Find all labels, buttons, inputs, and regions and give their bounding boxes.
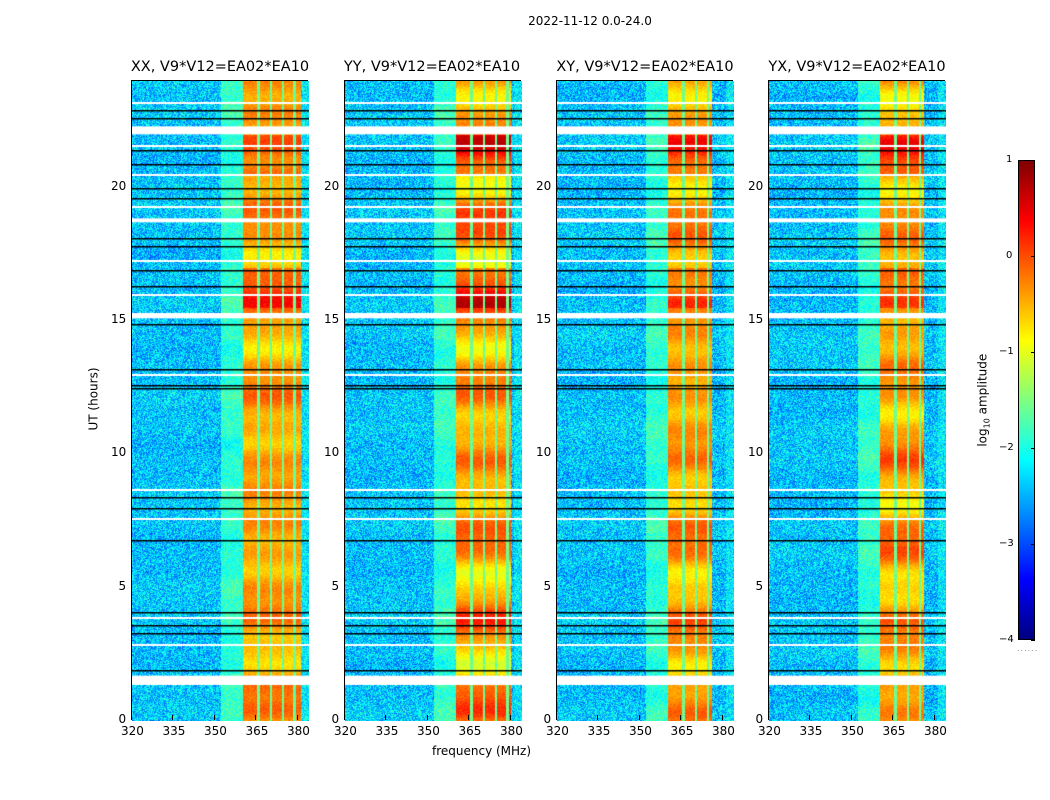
spectrogram-image-xx [132, 81, 309, 721]
panel-title-yy: YY, V9*V12=EA02*EA10 [343, 59, 521, 75]
x-tick-mark [597, 715, 599, 720]
x-tick-mark [768, 715, 769, 720]
x-tick-mark [344, 715, 345, 720]
x-tick-mark [468, 715, 470, 720]
y-tick-label-yx: 10 [748, 445, 764, 460]
colorbar-tick-label: −2 [999, 442, 1014, 453]
x-tick-label-xy: 335 [587, 724, 611, 738]
y-tick-label-xy: 0 [543, 712, 552, 726]
x-tick-label-yx: 320 [758, 724, 781, 738]
spectrogram-panel-xx [131, 80, 309, 721]
x-tick-mark [933, 715, 935, 720]
colorbar-tick-mark [1031, 256, 1035, 257]
colorbar-tick-label: −3 [999, 538, 1014, 549]
y-tick-label-xy: 20 [536, 178, 552, 193]
colorbar-tick-mark [1031, 640, 1035, 641]
x-tick-label-yy: 350 [416, 724, 440, 738]
y-tick-label-xy: 5 [543, 578, 552, 593]
x-tick-mark [721, 715, 723, 720]
x-tick-label-xx: 350 [203, 724, 227, 738]
x-tick-mark [172, 715, 174, 720]
x-tick-label-yx: 350 [840, 724, 864, 738]
y-tick-label-yy: 0 [331, 712, 340, 726]
x-tick-label-yy: 335 [375, 724, 399, 738]
x-tick-label-yy: 320 [334, 724, 357, 738]
x-tick-label-yy: 380 [499, 724, 523, 738]
panel-title-yx: YX, V9*V12=EA02*EA10 [768, 59, 946, 75]
y-axis-label: UT (hours) [86, 367, 101, 431]
x-tick-mark [892, 715, 894, 720]
colorbar-tick-label: 1 [1006, 154, 1013, 165]
y-tick-label-xy: 15 [536, 312, 552, 326]
spectrogram-image-xy [557, 81, 734, 721]
y-tick-label-yy: 10 [324, 445, 340, 460]
y-tick-label-yy: 20 [324, 178, 340, 193]
x-tick-mark [638, 715, 640, 720]
x-tick-label-xx: 365 [245, 724, 269, 738]
spectrogram-image-yy [345, 81, 522, 721]
x-tick-label-xx: 320 [121, 724, 144, 738]
y-tick-label-yy: 15 [324, 312, 340, 326]
spectrogram-panel-yx [768, 80, 946, 721]
x-tick-label-yx: 380 [923, 724, 947, 738]
x-tick-mark [680, 715, 682, 720]
y-tick-label-yx: 15 [748, 312, 764, 326]
colorbar-tick-mark [1031, 544, 1035, 545]
panel-title-xy: XY, V9*V12=EA02*EA10 [556, 59, 734, 75]
y-tick-label-xx: 0 [118, 712, 127, 726]
x-axis-label: frequency (MHz) [432, 744, 532, 758]
x-tick-label-xx: 335 [162, 724, 186, 738]
x-tick-label-yy: 365 [458, 724, 482, 738]
x-tick-mark [131, 715, 132, 720]
figure-suptitle: 2022-11-12 0.0-24.0 [528, 14, 652, 28]
x-tick-mark [385, 715, 387, 720]
x-tick-label-xy: 365 [670, 724, 694, 738]
colorbar [1018, 160, 1035, 640]
x-tick-mark [213, 715, 215, 720]
colorbar-tick-label: 0 [1006, 250, 1013, 261]
y-tick-label-xy: 10 [536, 445, 552, 460]
colorbar-label: log10 amplitude [975, 353, 992, 447]
x-tick-mark [426, 715, 428, 720]
x-tick-label-xx: 380 [286, 724, 310, 738]
y-tick-label-yx: 0 [755, 712, 764, 726]
y-tick-label-xx: 10 [111, 445, 127, 460]
colorbar-tick-mark [1031, 352, 1035, 353]
y-tick-label-yx: 5 [755, 578, 764, 593]
spectrogram-image-yx [769, 81, 946, 721]
x-tick-mark [509, 715, 511, 720]
colorbar-tick-mark [1031, 160, 1035, 161]
x-tick-mark [850, 715, 852, 720]
spectrogram-panel-xy [556, 80, 734, 721]
y-tick-label-xx: 15 [111, 312, 127, 326]
x-tick-label-xy: 320 [546, 724, 569, 738]
x-tick-mark [296, 715, 298, 720]
colorbar-tick-label: −1 [999, 346, 1014, 357]
y-tick-label-yx: 20 [748, 178, 764, 193]
colorbar-tick-mark [1031, 448, 1035, 449]
x-tick-label-xy: 380 [711, 724, 735, 738]
y-tick-label-yy: 5 [331, 578, 340, 593]
x-tick-mark [809, 715, 811, 720]
colorbar-extension-marker: ...... [1017, 644, 1039, 653]
x-tick-mark [255, 715, 257, 720]
x-tick-mark [556, 715, 557, 720]
y-tick-label-xx: 20 [111, 178, 127, 193]
x-tick-label-xy: 350 [628, 724, 652, 738]
panel-title-xx: XX, V9*V12=EA02*EA10 [130, 59, 310, 75]
colorbar-tick-label: −4 [999, 634, 1014, 645]
spectrogram-panel-yy [344, 80, 522, 721]
x-tick-label-yx: 335 [799, 724, 823, 738]
x-tick-label-yx: 365 [882, 724, 906, 738]
y-tick-label-xx: 5 [118, 578, 127, 593]
